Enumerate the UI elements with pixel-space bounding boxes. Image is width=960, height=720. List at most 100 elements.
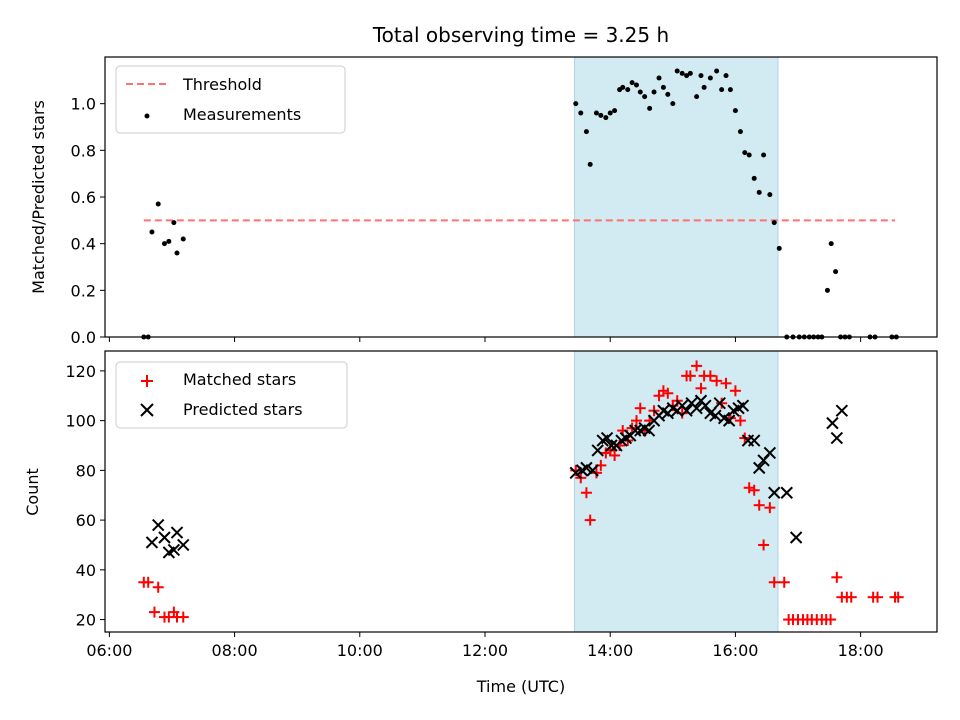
predicted-stars-point <box>177 538 190 552</box>
matched-stars-point <box>704 370 716 382</box>
bottom-y-tick-label: 40 <box>76 561 96 580</box>
measurement-point <box>174 250 180 256</box>
legend-predicted-label: Predicted stars <box>183 400 303 419</box>
matched-stars-point <box>872 591 884 603</box>
measurement-point <box>573 101 579 107</box>
measurement-point <box>751 175 757 181</box>
measurement-point <box>629 80 635 86</box>
measurement-point <box>828 241 834 247</box>
measurement-point <box>707 75 713 81</box>
bottom-x-tick-label: 06:00 <box>86 641 132 660</box>
top-y-tick-label: 0.8 <box>71 141 96 160</box>
predicted-stars-point <box>752 461 766 475</box>
bottom-y-tick-label: 120 <box>65 362 96 381</box>
matched-stars-point <box>748 484 760 496</box>
bottom-y-tick-label: 20 <box>76 611 96 630</box>
bottom-x-tick-label: 10:00 <box>337 641 383 660</box>
predicted-stars-point <box>722 414 736 427</box>
measurement-point <box>166 238 172 244</box>
chart-title: Total observing time = 3.25 h <box>372 23 669 47</box>
legend-matched-swatch <box>141 375 153 387</box>
matched-stars-point <box>609 449 621 461</box>
top-y-tick-label: 0.4 <box>71 235 96 254</box>
measurement-point <box>598 112 604 118</box>
legend-measurements-swatch <box>144 113 150 119</box>
measurement-point <box>656 75 662 81</box>
bottom-plot-frame <box>104 350 938 633</box>
matched-stars-point <box>734 415 746 427</box>
bottom-legend-box <box>115 361 348 429</box>
measurement-point <box>732 108 738 114</box>
matched-stars-point <box>148 606 160 618</box>
measurement-point <box>634 82 640 88</box>
matched-stars-point <box>892 591 904 603</box>
bottom-y-axis-label: Count <box>23 468 42 516</box>
top-y-tick-label: 0.2 <box>71 281 96 300</box>
matched-stars-point <box>764 502 776 514</box>
predicted-stars-point <box>600 431 614 445</box>
measurement-point <box>742 150 748 156</box>
measurement-point <box>161 241 167 247</box>
measurement-point <box>776 245 782 251</box>
measurement-point <box>670 101 676 107</box>
top-observing-window <box>574 56 779 338</box>
measurement-point <box>679 70 685 76</box>
measurement-point <box>180 236 186 242</box>
measurement-point <box>771 220 777 226</box>
predicted-stars-point <box>629 424 642 437</box>
predicted-stars-point <box>830 431 844 445</box>
predicted-stars-point <box>586 464 599 477</box>
predicted-stars-point <box>591 444 604 457</box>
predicted-stars-point <box>713 397 726 410</box>
matched-stars-point <box>831 571 843 583</box>
measurement-point <box>651 89 657 95</box>
matched-stars-point <box>729 385 741 397</box>
predicted-stars-point <box>789 531 803 544</box>
measurement-point <box>719 87 725 93</box>
matched-stars-point <box>631 415 643 427</box>
legend-threshold-label: Threshold <box>182 75 262 94</box>
predicted-stars-point <box>709 409 722 422</box>
matched-stars-point <box>753 499 765 511</box>
measurement-point <box>603 115 609 121</box>
measurement-point <box>607 110 613 116</box>
bottom-x-tick-label: 18:00 <box>838 641 884 660</box>
predicted-stars-point <box>699 399 712 412</box>
legend-measurements-label: Measurements <box>183 105 301 124</box>
measurement-point <box>149 229 155 235</box>
top-panel: 0.0 0.2 0.4 0.6 0.8 1.0 Matched/Predicted sta… <box>29 56 938 347</box>
measurement-point <box>737 129 743 135</box>
predicted-stars-point <box>152 518 165 532</box>
predicted-stars-point <box>167 543 181 557</box>
matched-stars-point <box>716 397 728 409</box>
predicted-stars-point <box>826 416 839 430</box>
measurement-point <box>824 287 830 293</box>
measurement-point <box>727 87 733 93</box>
measurement-point <box>647 105 653 111</box>
matched-stars-point <box>695 382 707 394</box>
measurement-point <box>761 152 767 158</box>
predicted-stars-point <box>763 446 777 460</box>
predicted-stars-point <box>158 531 171 544</box>
matched-stars-point <box>845 591 857 603</box>
predicted-stars-point <box>170 526 184 539</box>
legend-matched-label: Matched stars <box>183 370 296 389</box>
bottom-y-tick-label: 100 <box>65 412 96 431</box>
matched-stars-point <box>634 402 646 414</box>
measurement-point <box>698 73 704 79</box>
matched-stars-point <box>142 576 154 588</box>
measurement-point <box>583 129 589 135</box>
matched-stars-point <box>152 581 164 593</box>
measurement-point <box>694 94 700 100</box>
measurement-point <box>714 68 720 74</box>
measurement-point <box>171 220 177 226</box>
predicted-stars-point <box>642 424 656 437</box>
bottom-panel: 06:00 08:00 10:00 12:00 14:00 16:00 18:00 20 40… <box>23 350 938 696</box>
bottom-legend: Matched stars Predicted stars <box>115 361 348 429</box>
matched-stars-point <box>684 370 696 382</box>
measurement-point <box>660 84 666 90</box>
measurement-point <box>637 89 643 95</box>
top-y-axis-label: Matched/Predicted stars <box>29 100 48 294</box>
measurement-point <box>767 192 773 198</box>
